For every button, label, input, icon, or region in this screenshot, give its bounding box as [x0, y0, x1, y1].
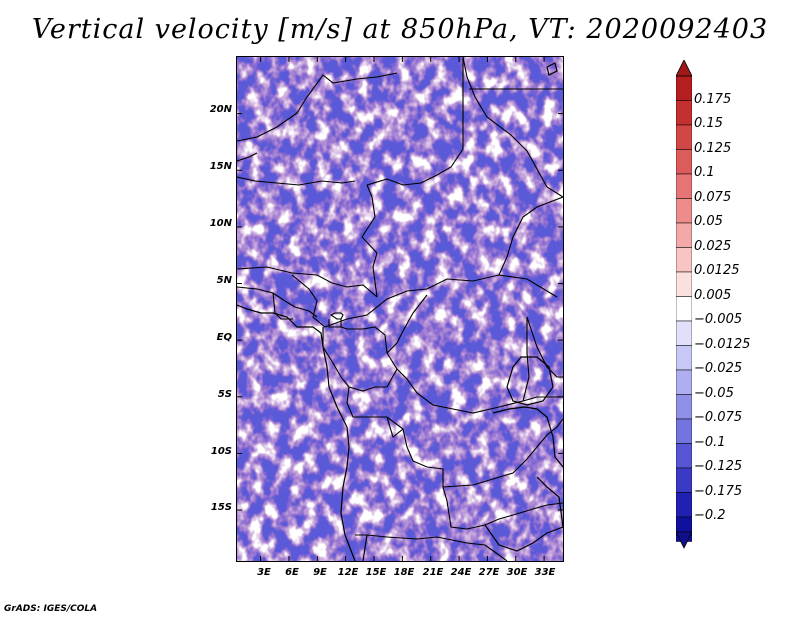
- axis-ticks: [237, 57, 563, 561]
- lon-label-33e: 33E: [534, 567, 556, 578]
- vertical-velocity-field: [237, 57, 563, 561]
- country-borders: [237, 57, 563, 561]
- colorbar: [676, 60, 692, 549]
- colorbar-label: −0.05: [694, 385, 734, 401]
- colorbar-segment: [676, 467, 692, 493]
- lon-label-30e: 30E: [506, 567, 528, 578]
- colorbar-label: 0.025: [694, 238, 732, 254]
- lon-label-9e: 9E: [313, 567, 327, 578]
- colorbar-segment: [676, 320, 692, 346]
- lon-label-24e: 24E: [450, 567, 472, 578]
- colorbar-segment: [676, 124, 692, 150]
- colorbar-segment: [676, 443, 692, 469]
- colorbar-segment: [676, 222, 692, 248]
- map-panel: [236, 56, 564, 562]
- colorbar-label: −0.125: [694, 459, 743, 474]
- lon-label-15e: 15E: [365, 567, 387, 578]
- colorbar-segment: [676, 149, 692, 175]
- colorbar-label: −0.0125: [694, 336, 751, 352]
- colorbar-label: −0.005: [694, 312, 743, 327]
- colorbar-top-arrow: [676, 60, 692, 77]
- lat-label-20n: 20N: [209, 104, 232, 115]
- lat-label-5s: 5S: [217, 389, 232, 400]
- colorbar-segment: [676, 173, 692, 199]
- colorbar-label: 0.175: [694, 91, 732, 107]
- colorbar-label: 0.005: [694, 287, 732, 303]
- colorbar-label: −0.175: [694, 483, 743, 499]
- lon-label-6e: 6E: [285, 567, 299, 578]
- lat-label-eq: EQ: [216, 332, 232, 343]
- colorbar-label: 0.075: [694, 189, 732, 205]
- colorbar-label: −0.1: [694, 434, 726, 450]
- lat-label-5n: 5N: [216, 275, 232, 286]
- colorbar-label: 0.05: [694, 214, 723, 229]
- lon-label-18e: 18E: [393, 567, 415, 578]
- lon-label-12e: 12E: [337, 567, 359, 578]
- coastline: [237, 62, 563, 561]
- lon-label-27e: 27E: [478, 567, 500, 578]
- colorbar-label: 0.15: [694, 116, 723, 131]
- colorbar-label: 0.125: [694, 140, 732, 156]
- colorbar-segment: [676, 247, 692, 273]
- colorbar-segment: [676, 394, 692, 420]
- chart-title: Vertical velocity [m/s] at 850hPa, VT: 2…: [31, 14, 769, 45]
- colorbar-segment: [676, 345, 692, 371]
- lon-label-21e: 21E: [422, 567, 444, 578]
- colorbar-segment: [676, 492, 692, 518]
- lat-label-15n: 15N: [209, 161, 232, 172]
- lat-label-15s: 15S: [210, 502, 232, 513]
- colorbar-bottom-arrow: [676, 531, 692, 549]
- colorbar-label: −0.075: [694, 410, 743, 425]
- colorbar-label: 0.1: [694, 165, 715, 180]
- lat-label-10n: 10N: [209, 218, 232, 229]
- grads-credit: GrADS: IGES/COLA: [4, 604, 98, 614]
- colorbar-segment: [676, 418, 692, 444]
- colorbar-segment: [676, 75, 692, 101]
- colorbar-label: −0.2: [694, 508, 726, 523]
- lat-label-10s: 10S: [210, 446, 232, 457]
- velocity-shading: [237, 57, 563, 561]
- colorbar-segment: [676, 369, 692, 395]
- colorbar-label: 0.0125: [694, 263, 740, 278]
- lon-label-3e: 3E: [257, 567, 271, 578]
- colorbar-segment: [676, 296, 692, 322]
- colorbar-label: −0.025: [694, 361, 743, 376]
- colorbar-segment: [676, 198, 692, 224]
- colorbar-segment: [676, 271, 692, 297]
- colorbar-segment: [676, 100, 692, 126]
